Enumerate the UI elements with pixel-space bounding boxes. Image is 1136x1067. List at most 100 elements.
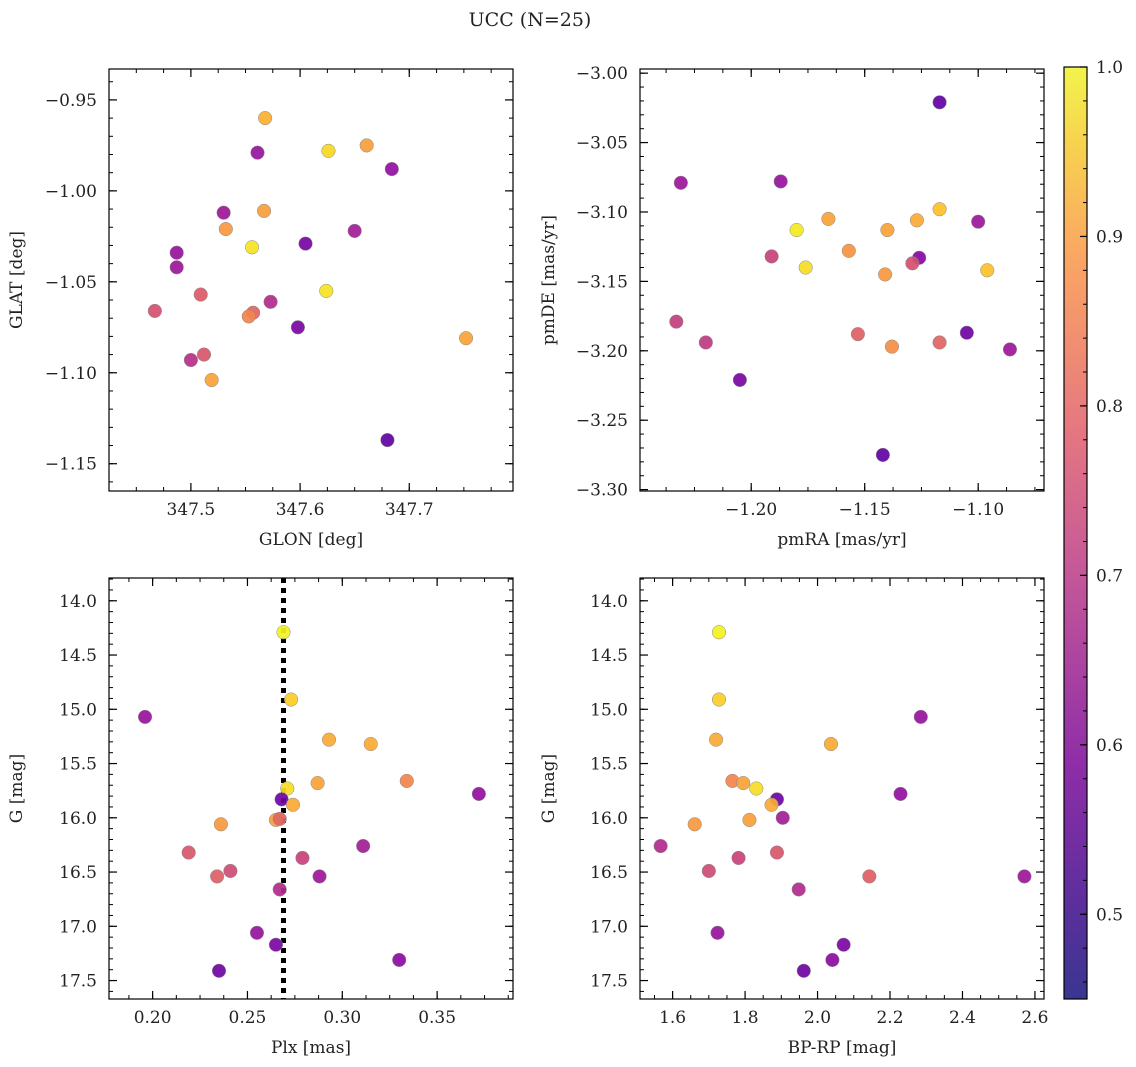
data-point [862, 869, 877, 884]
y-tick-label: −1.15 [45, 455, 97, 475]
data-point [932, 202, 947, 217]
x-tick-label: −1.15 [839, 500, 891, 520]
data-point [980, 263, 995, 278]
y-tick-label: 17.0 [59, 917, 97, 937]
axes-frame [639, 68, 1045, 492]
data-point [742, 812, 757, 828]
y-tick-label: 15.0 [590, 700, 628, 720]
data-point [836, 937, 851, 952]
x-tick-label: 1.8 [732, 1008, 759, 1028]
data-point [775, 810, 790, 825]
data-point [653, 838, 668, 854]
data-point [256, 203, 272, 218]
data-point [732, 372, 747, 387]
data-point [268, 937, 283, 952]
y-tick-label: 14.5 [590, 646, 628, 666]
data-point [698, 335, 713, 350]
y-tick-label: 16.0 [59, 809, 97, 829]
x-tick-label: 2.0 [804, 1008, 831, 1028]
data-point [263, 294, 278, 309]
data-point [216, 205, 231, 220]
data-point [878, 267, 893, 282]
data-point [880, 222, 895, 238]
data-point [169, 245, 184, 260]
y-tick-label: 16.5 [59, 863, 97, 883]
y-axis-label: G [mag] [7, 754, 27, 823]
data-point [471, 786, 486, 801]
data-point [731, 850, 746, 865]
colorbar-tick-label: 1.0 [1096, 58, 1123, 78]
data-point [169, 260, 184, 275]
data-point [204, 372, 219, 388]
data-point [196, 347, 212, 362]
data-point [211, 963, 227, 978]
data-point [321, 143, 336, 158]
x-tick-label: 2.6 [1021, 1008, 1048, 1028]
data-point [223, 863, 238, 879]
data-point [312, 869, 327, 884]
data-point [893, 786, 908, 801]
data-point [244, 240, 260, 255]
x-axis-label: GLON [deg] [259, 530, 363, 550]
data-point [295, 850, 310, 865]
data-point [276, 625, 291, 640]
data-point [249, 925, 264, 940]
x-tick-label: 347.7 [385, 500, 434, 520]
data-point [359, 138, 374, 153]
data-point [764, 797, 779, 812]
data-point [258, 111, 273, 126]
data-point [669, 314, 684, 329]
data-point [875, 447, 890, 462]
x-tick-label: 0.35 [418, 1008, 456, 1028]
x-tick-label: −1.10 [952, 500, 1004, 520]
data-point [841, 243, 856, 258]
y-axis-label: GLAT [deg] [7, 231, 27, 329]
data-point [285, 797, 301, 812]
data-point [710, 925, 725, 940]
y-tick-label: 15.5 [59, 755, 97, 775]
colorbar-tick-label: 0.5 [1096, 905, 1123, 925]
y-tick-label: −1.05 [45, 273, 97, 293]
y-tick-label: −3.00 [576, 64, 628, 84]
data-point [347, 223, 362, 238]
data-point [272, 811, 287, 826]
y-tick-label: −1.10 [45, 364, 97, 384]
data-point [399, 773, 414, 788]
y-tick-label: −3.20 [576, 342, 628, 362]
data-point [711, 692, 727, 707]
data-point [773, 174, 788, 189]
y-tick-label: 15.0 [59, 700, 97, 720]
x-tick-label: −1.20 [725, 500, 777, 520]
y-tick-label: 17.5 [590, 972, 628, 992]
data-point [213, 817, 228, 832]
data-point [821, 211, 836, 226]
axes-frame [639, 577, 1045, 1000]
data-point [392, 952, 407, 967]
y-tick-label: −3.25 [576, 411, 628, 431]
x-tick-label: 347.6 [276, 500, 325, 520]
data-point [913, 709, 928, 724]
x-tick-label: 0.30 [323, 1008, 361, 1028]
panel-bprp-g: 1.6 1.8 2.0 2.2 2.4 2.6 14.0 14.5 15.0 15.5 16.0 16… [539, 577, 1048, 1058]
x-axis-label: pmRA [mas/yr] [777, 530, 906, 550]
data-point [183, 352, 198, 368]
data-point [909, 213, 924, 228]
data-point [356, 838, 371, 854]
x-tick-label: 2.4 [949, 1008, 976, 1028]
data-point [181, 845, 196, 860]
data-point [884, 339, 899, 354]
data-point [791, 882, 806, 897]
data-point [210, 869, 225, 884]
y-tick-label: −3.15 [576, 272, 628, 292]
data-point [250, 145, 265, 160]
data-point [673, 175, 688, 190]
data-point [825, 952, 840, 967]
x-tick-label: 1.6 [659, 1008, 686, 1028]
y-tick-label: 17.0 [590, 917, 628, 937]
data-point [798, 260, 813, 275]
data-point [764, 249, 779, 264]
y-tick-label: 16.5 [590, 863, 628, 883]
y-tick-label: 17.5 [59, 972, 97, 992]
data-point [711, 625, 727, 640]
y-tick-label: 14.0 [590, 592, 628, 612]
